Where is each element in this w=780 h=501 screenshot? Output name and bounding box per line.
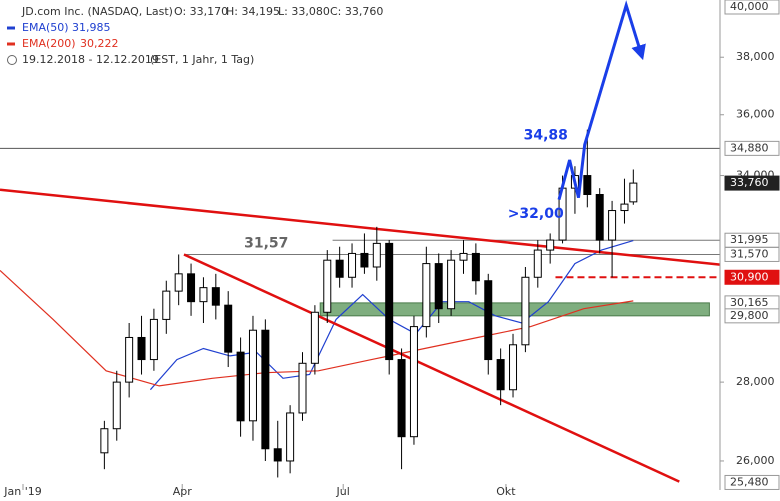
price-box (724, 246, 780, 262)
candle-body (608, 210, 617, 241)
candle-body (323, 259, 332, 313)
period-note: (EST, 1 Jahr, 1 Tag) (150, 53, 254, 66)
y-tick-label: 28,000 (736, 375, 775, 388)
candle-body (546, 239, 555, 251)
candle-body (397, 359, 406, 438)
legend-swatch (7, 26, 15, 30)
candle-body (310, 311, 319, 364)
price-box (724, 269, 780, 285)
candle-body (484, 280, 493, 361)
ohlc-close: C: 33,760 (330, 5, 383, 18)
candle-body (422, 263, 431, 328)
price-box (724, 0, 780, 15)
candle-body (211, 287, 220, 306)
ohlc-high: H: 34,195 (226, 5, 280, 18)
trend-line (183, 253, 680, 483)
candle-body (149, 318, 158, 361)
candle-body (199, 287, 208, 303)
price-box-label: 33,760 (730, 176, 769, 189)
candle-body (187, 273, 196, 303)
annotation: >32,00 (508, 206, 564, 222)
candle-body (595, 194, 604, 241)
price-box (724, 474, 780, 490)
candle-body (273, 448, 282, 462)
ema-line (0, 269, 634, 387)
price-box (724, 308, 780, 324)
candle-body (261, 329, 270, 450)
candle-body (348, 252, 357, 278)
candle-body (521, 276, 530, 346)
candle-body (471, 252, 480, 282)
legend-swatch (7, 42, 15, 46)
candle-body (137, 336, 146, 361)
candle-body (112, 381, 121, 430)
price-box-label: 29,800 (730, 309, 769, 322)
candle-body (174, 273, 183, 292)
legend-label: EMA(50) (22, 21, 69, 34)
x-tick-label: Jul (336, 485, 350, 498)
price-box-label: 40,000 (730, 0, 769, 13)
candle-body (620, 203, 629, 212)
price-box-label: 31,570 (730, 247, 769, 260)
candle-body (533, 249, 542, 278)
candle-body (447, 259, 456, 310)
candle-body (162, 290, 171, 320)
legend-value: 30,222 (80, 37, 119, 50)
candle-body (360, 252, 369, 268)
candle-body (496, 359, 505, 391)
y-tick-label: 26,000 (736, 454, 775, 467)
y-tick-label: 38,000 (736, 50, 775, 63)
ohlc-low: L: 33,080 (278, 5, 330, 18)
candle-body (372, 242, 381, 268)
forecast-arrow (557, 0, 646, 200)
candle-body (409, 326, 418, 438)
price-box (724, 175, 780, 191)
price-box-label: 30,165 (730, 296, 769, 309)
candle-body (100, 428, 109, 454)
price-box (724, 140, 780, 156)
annotation: 31,57 (244, 235, 288, 251)
price-box-label: 25,480 (730, 475, 769, 488)
candle-body (583, 175, 592, 196)
candle-body (385, 242, 394, 361)
chart-title: JD.com Inc. (NASDAQ, Last) (21, 5, 173, 18)
candle-body (459, 252, 468, 261)
price-box-label: 31,995 (730, 233, 769, 246)
candle-body (629, 182, 638, 203)
x-tick-label: Okt (496, 485, 516, 498)
annotation: 34,88 (524, 128, 568, 144)
candle-body (248, 329, 257, 422)
period: 19.12.2018 - 12.12.2019 (22, 53, 159, 66)
support-zone (319, 302, 710, 317)
clock-icon (7, 55, 17, 65)
candle-body (335, 259, 344, 278)
candle-body (509, 344, 518, 391)
legend-label: EMA(200) (22, 37, 76, 50)
legend: JD.com Inc. (NASDAQ, Last) O: 33,170 H: … (7, 5, 383, 66)
candle-body (125, 336, 134, 383)
candle-body (298, 362, 307, 414)
ohlc-open: O: 33,170 (174, 5, 228, 18)
x-tick-label: Apr (173, 485, 193, 498)
candle-body (434, 263, 443, 310)
candle-body (224, 304, 233, 353)
price-box-label: 30,900 (730, 270, 769, 283)
y-tick-label: 36,000 (736, 108, 775, 121)
price-box-label: 34,880 (730, 141, 769, 154)
candle-body (236, 351, 245, 422)
legend-value: 31,985 (72, 21, 111, 34)
candle-body (286, 412, 295, 462)
x-tick-label: Jan '19 (3, 485, 41, 498)
